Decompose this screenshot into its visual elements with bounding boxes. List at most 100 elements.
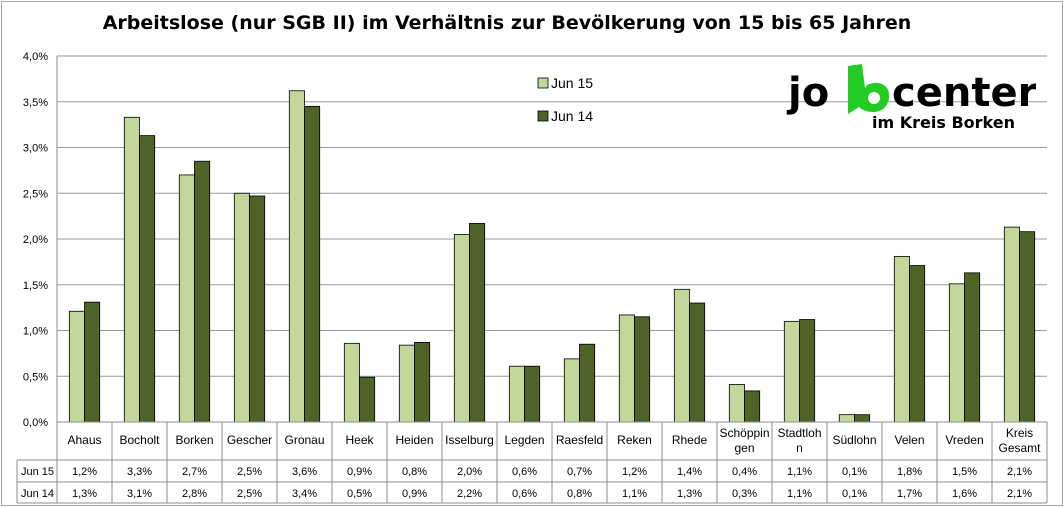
data-label: 0,4% [732,466,757,478]
bar-jun-15 [398,344,415,423]
bar-jun-15 [893,255,910,423]
bar-jun-15 [563,358,580,423]
y-tick-label: 1,0% [23,326,48,338]
data-label: 1,3% [72,488,97,500]
data-label: 1,1% [787,466,812,478]
bar-jun-14 [689,302,706,423]
legend: Jun 15 Jun 14 [537,75,593,124]
bar-jun-14 [359,376,376,423]
bar-jun-14 [744,390,761,423]
bar-jun-14 [854,414,871,423]
x-category-label: Gescher [227,433,272,447]
bar-jun-14 [799,319,816,423]
x-category-label: Velen [894,433,924,447]
bar-jun-15 [948,283,965,423]
x-category-label: n [796,441,803,455]
y-tick-label: 1,5% [23,280,48,292]
bar-jun-14 [414,341,431,423]
bar-jun-15 [838,414,855,423]
bar-jun-14 [139,135,156,423]
data-label: 1,1% [622,488,647,500]
data-label: 0,8% [402,466,427,478]
y-tick-label: 3,5% [23,97,48,109]
x-category-label: Vreden [945,433,983,447]
bar-jun-15 [288,90,305,423]
x-category-label: Bocholt [119,433,160,447]
x-category-label: Ahaus [67,433,101,447]
data-table: Ahaus Bocholt Borken Gescher Gronau Heek Heide… [16,421,1048,504]
data-label: 0,5% [347,488,372,500]
data-label: 1,8% [897,466,922,478]
table-row-header: Jun 14 [21,488,54,500]
bar-jun-15 [673,288,690,423]
y-tick-label: 3,0% [23,143,48,155]
data-label: 3,4% [292,488,317,500]
bar-jun-15 [783,320,800,423]
x-category-label: Raesfeld [556,433,603,447]
x-category-label: Gesamt [998,441,1041,455]
legend-label: Jun 15 [551,75,593,91]
data-label: 1,2% [622,466,647,478]
data-label: 2,5% [237,466,262,478]
data-label: 0,6% [512,488,537,500]
data-label: 0,9% [402,488,427,500]
bars [68,90,1036,423]
data-label: 0,1% [842,466,867,478]
data-label: 3,6% [292,466,317,478]
data-label: 0,3% [732,488,757,500]
logo-subtitle: im Kreis Borken [872,113,1015,132]
x-category-label: Schöppin [719,426,769,440]
x-category-label: Heiden [395,433,433,447]
data-label: 3,3% [127,466,152,478]
data-label: 0,9% [347,466,372,478]
bar-jun-15 [1003,226,1020,423]
x-category-label: Rhede [672,433,708,447]
legend-label: Jun 14 [551,108,593,124]
data-label: 2,1% [1007,466,1032,478]
bar-jun-14 [194,160,211,423]
x-category-label: Isselburg [445,433,494,447]
y-tick-label: 2,0% [23,234,48,246]
data-label: 2,2% [457,488,482,500]
bar-jun-15 [618,314,635,423]
data-label: 0,6% [512,466,537,478]
bar-jun-14 [634,316,651,423]
bar-jun-14 [249,195,266,423]
x-category-label: Heek [345,433,374,447]
y-tick-label: 0,0% [23,417,48,429]
data-label: 2,1% [1007,488,1032,500]
x-category-label: gen [734,441,754,455]
logo-text-center: center [892,70,1036,116]
x-category-label: Stadtloh [777,426,821,440]
data-label: 1,2% [72,466,97,478]
x-category-label: Südlohn [832,433,876,447]
bar-jun-15 [68,310,85,423]
data-label: 1,7% [897,488,922,500]
logo-text-jo: jo [786,70,829,116]
data-label: 0,7% [567,466,592,478]
data-label: 2,0% [457,466,482,478]
bar-jun-14 [1019,231,1036,423]
data-label: 0,1% [842,488,867,500]
chart-title: Arbeitslose (nur SGB II) im Verhältnis z… [102,12,912,34]
table-row-header: Jun 15 [21,466,54,478]
bar-jun-14 [524,365,541,423]
y-axis: 0,0% 0,5% 1,0% 1,5% 2,0% 2,5% 3,0% 3,5% 4,0% [23,51,58,429]
data-label: 1,4% [677,466,702,478]
legend-swatch [537,77,549,89]
y-tick-label: 0,5% [23,371,48,383]
y-tick-label: 4,0% [23,51,48,63]
data-label: 2,5% [237,488,262,500]
data-label: 3,1% [127,488,152,500]
bar-jun-15 [453,234,470,423]
y-tick-label: 2,5% [23,188,48,200]
bar-jun-14 [84,301,101,423]
bar-jun-15 [123,116,140,423]
bar-jun-15 [233,192,250,423]
bar-jun-14 [469,223,486,423]
bar-jun-15 [728,384,745,423]
data-label: 1,5% [952,466,977,478]
logo-b-icon [848,64,890,114]
data-label: 2,8% [182,488,207,500]
